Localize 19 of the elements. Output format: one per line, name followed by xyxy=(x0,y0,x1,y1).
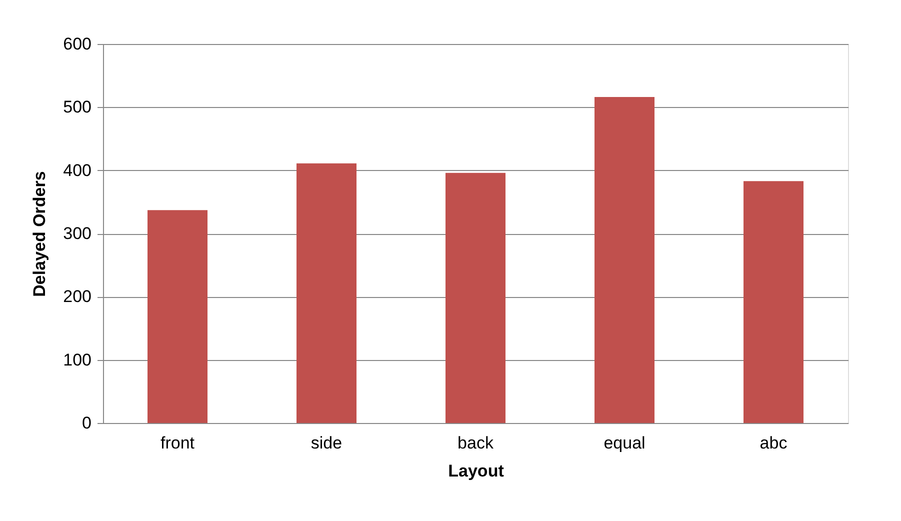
y-tick-label: 100 xyxy=(63,350,92,370)
x-tick-label: back xyxy=(458,434,494,452)
y-tick-label: 600 xyxy=(63,34,92,54)
y-tick-label: 200 xyxy=(63,287,92,306)
bar xyxy=(744,181,804,423)
x-tick-label: abc xyxy=(760,434,788,452)
x-tick-label: side xyxy=(310,434,342,452)
bar xyxy=(296,163,356,423)
y-tick-label: 400 xyxy=(63,160,92,180)
y-axis-title: Delayed Orders xyxy=(30,171,50,297)
bar xyxy=(148,210,208,423)
x-tick-label: front xyxy=(160,434,195,452)
x-axis-title: Layout xyxy=(448,462,504,480)
x-tick-label: equal xyxy=(604,434,646,452)
y-tick-label: 0 xyxy=(82,414,92,432)
bar xyxy=(594,97,654,423)
y-tick-label: 300 xyxy=(63,224,92,243)
bar xyxy=(446,172,506,423)
y-tick-label: 500 xyxy=(63,98,92,117)
